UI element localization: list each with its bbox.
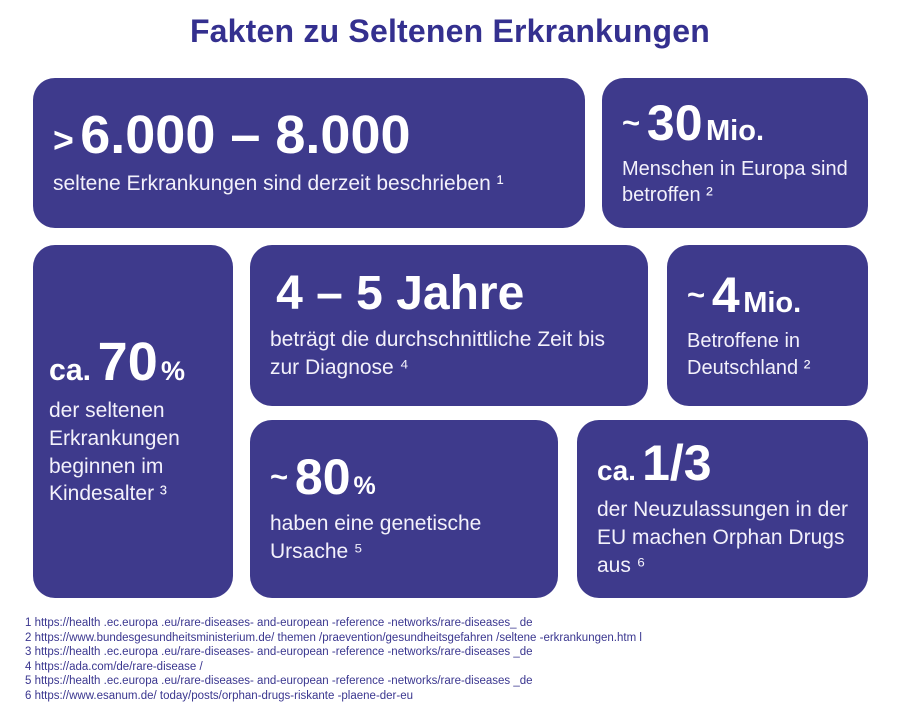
stat-suffix: %	[353, 472, 376, 501]
stat-headline: ~30 Mio.	[622, 98, 764, 148]
stat-card-described-diseases: >6.000 – 8.000 seltene Erkrankungen sind…	[33, 78, 585, 228]
stat-headline: ~4 Mio.	[687, 270, 801, 320]
stat-prefix: ~	[270, 459, 289, 495]
stat-description: beträgt die durchschnittliche Zeit bis z…	[270, 327, 606, 379]
stat-number: 30	[646, 94, 703, 151]
stat-prefix: ca.	[49, 354, 92, 388]
stat-prefix: ~	[687, 277, 706, 313]
stat-number: 70	[97, 332, 158, 393]
stat-card-diagnosis-time: 4 – 5 Jahre beträgt die durchschnittlich…	[250, 245, 648, 406]
stat-prefix: ca.	[597, 455, 636, 487]
stat-number: 6.000 – 8.000	[80, 105, 411, 166]
stat-headline: >6.000 – 8.000	[53, 108, 414, 162]
footnote-line: 5 https://health .ec.europa .eu/rare-dis…	[25, 675, 533, 687]
footnote-line: 3 https://health .ec.europa .eu/rare-dis…	[25, 646, 533, 658]
stat-description: Menschen in Europa sind betroffen ²	[622, 157, 848, 206]
footnote-line: 6 https://www.esanum.de/ today/posts/orp…	[25, 689, 414, 702]
footnote-line: 1 https://health .ec.europa .eu/rare-dis…	[25, 617, 533, 629]
stat-prefix: >	[53, 119, 74, 160]
stat-number: 80	[294, 449, 351, 506]
footnote-line: 2 https://www.bundesgesundheitsministeri…	[25, 631, 642, 644]
stat-headline: ca. 70%	[49, 335, 185, 389]
stat-headline: 4 – 5 Jahre	[270, 266, 528, 320]
stat-description: seltene Erkrankungen sind derzeit beschr…	[53, 172, 504, 196]
stat-description: haben eine genetische Ursache ⁵	[270, 512, 482, 563]
footnote-line: 4 https://ada.com/de/rare-disease /	[25, 660, 203, 673]
stat-card-genetic-cause: ~80% haben eine genetische Ursache ⁵	[250, 420, 558, 598]
stat-suffix: Mio.	[706, 114, 765, 147]
stat-card-europe-affected: ~30 Mio. Menschen in Europa sind betroffe…	[602, 78, 868, 228]
stat-suffix: %	[160, 356, 185, 387]
source-footnotes: 1 https://health .ec.europa .eu/rare-dis…	[25, 616, 642, 703]
stat-number: 1/3	[642, 435, 712, 492]
page-title: Fakten zu Seltenen Erkrankungen	[189, 13, 711, 49]
stat-number: 4 – 5 Jahre	[276, 266, 525, 320]
stat-description: Betroffene in Deutschland ²	[687, 330, 811, 379]
stat-description: der seltenen Erkrankungen beginnen im Ki…	[49, 399, 180, 506]
stat-headline: ~80%	[270, 452, 376, 502]
stat-card-childhood-onset: ca. 70% der seltenen Erkrankungen beginne…	[33, 245, 233, 598]
stat-card-germany-affected: ~4 Mio. Betroffene in Deutschland ²	[667, 245, 868, 406]
stat-description: der Neuzulassungen in der EU machen Orph…	[597, 498, 848, 577]
stat-number: 4	[711, 267, 740, 324]
stat-suffix: Mio.	[743, 287, 802, 320]
stat-card-orphan-drugs: ca. 1/3 der Neuzulassungen in der EU mach…	[577, 420, 868, 598]
stat-headline: ca. 1/3	[597, 438, 715, 488]
stat-prefix: ~	[622, 104, 641, 140]
